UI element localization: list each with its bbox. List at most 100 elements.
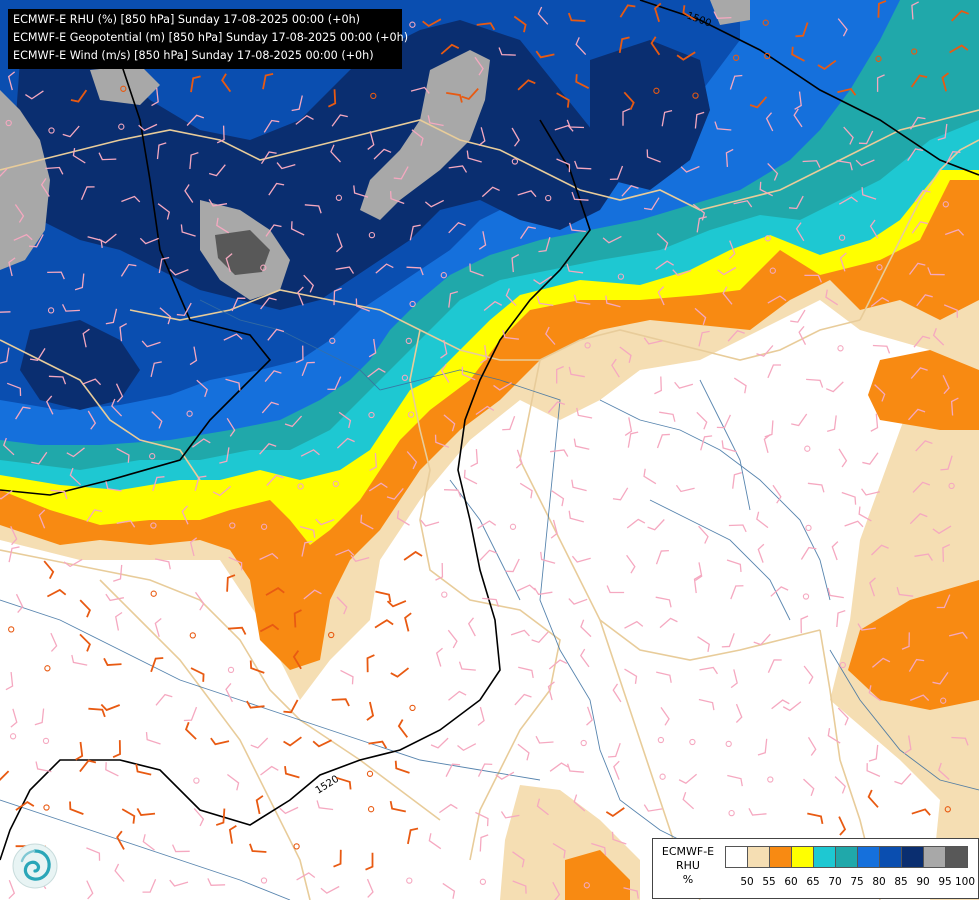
wind-calm-marker: [944, 806, 951, 813]
wind-barb-icon: [717, 266, 737, 276]
wind-barb-icon: [552, 881, 561, 900]
wind-barb-icon: [158, 256, 170, 274]
wind-barb-icon: [791, 413, 808, 427]
wind-barb-icon: [682, 5, 696, 21]
wind-calm-marker: [580, 739, 587, 747]
wind-barb-icon: [729, 74, 743, 90]
wind-barb-icon: [14, 204, 25, 223]
wind-barb-icon: [937, 123, 948, 141]
wind-barb-icon: [420, 519, 440, 527]
wind-barb-icon: [733, 200, 753, 208]
wind-barb-icon: [579, 648, 590, 668]
wind-barb-icon: [279, 806, 299, 815]
wind-barb-icon: [119, 322, 128, 342]
wind-calm-marker: [762, 19, 769, 26]
contour-1510-east: [0, 119, 591, 861]
wind-calm-marker: [260, 264, 267, 271]
wind-barb-icon: [793, 108, 803, 128]
wind-barb-icon: [463, 469, 478, 485]
wind-barb-icon: [767, 659, 782, 673]
wind-barb-icon: [721, 633, 735, 648]
legend-swatch: [748, 846, 770, 868]
legend-tick-label: 60: [784, 876, 798, 888]
wind-barb-icon: [48, 375, 67, 385]
wind-barb-icon: [844, 520, 864, 528]
wind-barb-icon: [547, 401, 566, 414]
wind-barb-icon: [547, 681, 555, 701]
wind-barb-icon: [190, 75, 201, 93]
wind-calm-marker: [911, 48, 918, 55]
wind-barb-icon: [700, 435, 713, 451]
wind-barb-icon: [932, 672, 949, 685]
rhu-60-south-patch: [565, 850, 630, 900]
rhu-legend: ECMWF-E RHU % 50 55 60 65 70 75 80 85 90 95 100: [652, 838, 979, 899]
wind-barb-icon: [470, 449, 479, 468]
country-borders: [0, 109, 979, 900]
wind-barb-icon: [46, 588, 67, 598]
wind-barb-icon: [43, 560, 55, 580]
wind-barb-icon: [757, 738, 768, 756]
wind-calm-marker: [617, 273, 625, 280]
wind-barb-icon: [283, 736, 302, 747]
wind-barb-icon: [909, 513, 928, 525]
wind-barb-icon: [152, 476, 165, 492]
wind-barb-icon: [469, 263, 484, 277]
wind-barb-icon: [171, 844, 190, 853]
wind-barb-icon: [336, 596, 348, 615]
wind-barb-icon: [375, 263, 394, 274]
wind-barb-icon: [264, 370, 282, 383]
wind-barb-icon: [292, 650, 302, 670]
wind-barb-icon: [424, 199, 444, 208]
wind-barb-icon: [660, 707, 670, 726]
wind-barb-icon: [838, 196, 858, 205]
wind-barb-icon: [312, 739, 332, 748]
wind-barb-icon: [512, 880, 527, 894]
wind-barb-icon: [225, 683, 233, 703]
wind-barb-icon: [445, 763, 461, 777]
wind-barb-icon: [514, 693, 532, 706]
wind-barb-icon: [228, 556, 243, 571]
wind-barb-icon: [575, 37, 587, 56]
wind-barb-icon: [38, 509, 46, 529]
wind-barb-icon: [910, 694, 930, 702]
wind-calm-marker: [368, 231, 376, 239]
wind-barb-icon: [870, 297, 890, 307]
wind-barb-icon: [249, 660, 265, 674]
wind-barb-icon: [858, 130, 874, 145]
wind-barb-icon: [867, 789, 879, 808]
wind-barb-icon: [827, 587, 844, 599]
wind-barb-icon: [624, 668, 638, 684]
legend-swatch: [902, 846, 924, 868]
wind-calm-marker: [260, 877, 268, 884]
wind-barb-icon: [374, 619, 394, 629]
wind-barb-icon: [262, 72, 274, 90]
wind-barb-icon: [8, 257, 16, 277]
wind-barb-icon: [655, 596, 672, 608]
wind-barb-icon: [221, 73, 232, 93]
wind-barb-icon: [836, 160, 853, 171]
wind-barb-icon: [515, 449, 523, 469]
wind-barb-icon: [817, 59, 837, 71]
wind-barb-icon: [194, 475, 207, 491]
wind-barb-icon: [951, 9, 970, 22]
wind-calm-marker: [942, 201, 949, 208]
wind-barb-icon: [513, 15, 527, 33]
wind-barb-icon: [716, 414, 731, 429]
wind-barb-icon: [838, 448, 848, 468]
wind-calm-marker: [5, 119, 12, 127]
wind-barb-icon: [657, 286, 665, 306]
wind-barb-icon: [517, 190, 537, 198]
wind-barb-icon: [656, 233, 669, 251]
wind-barb-icon: [678, 773, 698, 784]
wind-barb-icon: [505, 288, 517, 307]
wind-barb-icon: [151, 411, 163, 429]
wind-calm-marker: [876, 264, 883, 271]
rhu-100-area: [215, 230, 270, 275]
wind-barb-icon: [646, 149, 661, 163]
wind-barb-icon: [511, 253, 520, 273]
wind-barb-icon: [0, 347, 10, 364]
wind-barb-icon: [869, 219, 879, 239]
wind-barb-icon: [266, 474, 284, 486]
wind-calm-marker: [657, 736, 665, 744]
wind-barb-icon: [393, 166, 409, 180]
